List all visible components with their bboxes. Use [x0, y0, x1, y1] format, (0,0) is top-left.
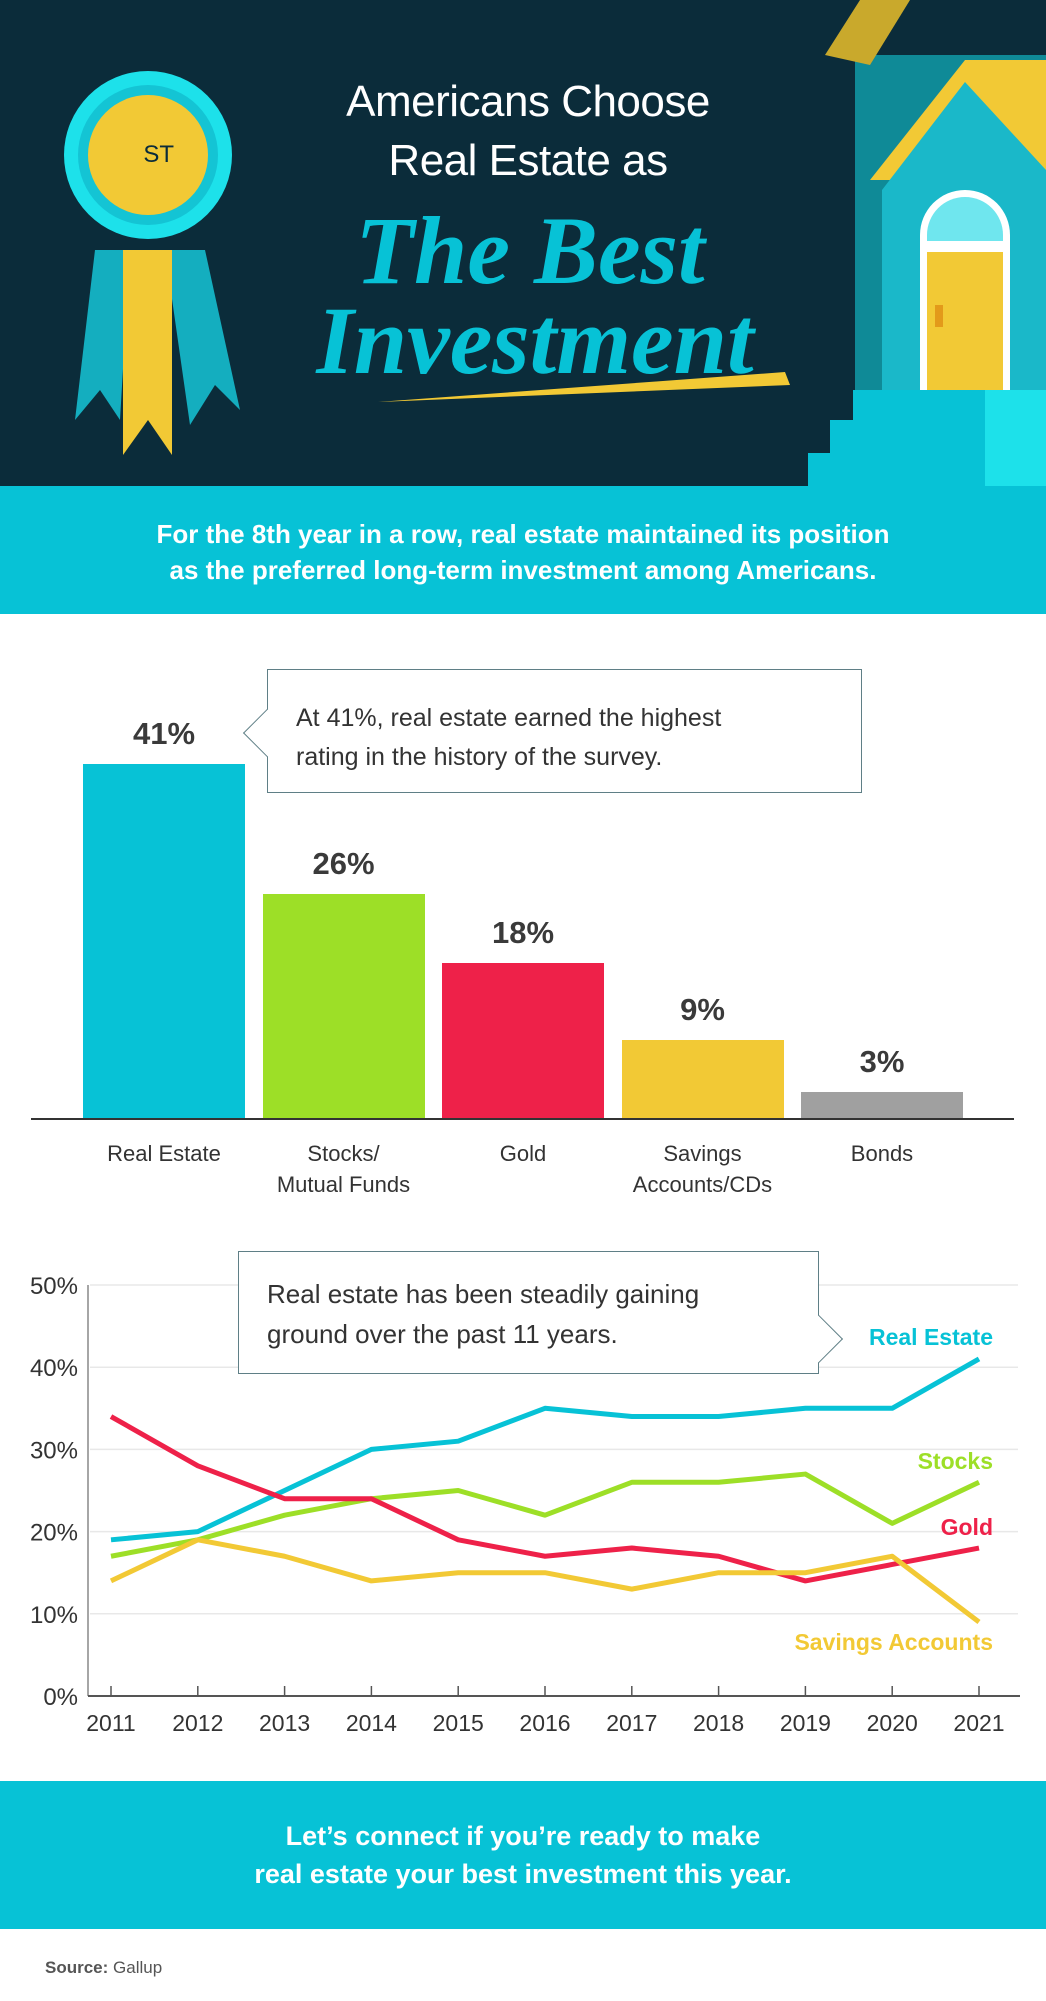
underline-swoosh — [378, 372, 790, 402]
line-chart-callout: Real estate has been steadily gaining gr… — [238, 1251, 844, 1374]
bar-category-line: Accounts/CDs — [632, 1172, 773, 1197]
bar — [83, 764, 245, 1118]
x-tick-label: 2019 — [780, 1710, 831, 1736]
y-tick-label: 50% — [30, 1273, 78, 1300]
bar-category-label: Savings Accounts/CDs — [617, 1138, 789, 1200]
x-tick-label: 2012 — [172, 1710, 223, 1736]
cta-line-1: Let’s connect if you’re ready to make — [285, 1821, 761, 1851]
line-callout-line-2: ground over the past 11 years. — [267, 1319, 618, 1349]
bar-category-line: Savings — [663, 1141, 742, 1166]
badge-text: 1ST — [110, 108, 175, 175]
header-banner: 1ST Americans Choose Real Estate as The … — [0, 0, 1046, 486]
y-tick-label: 30% — [30, 1437, 78, 1464]
line-callout-line-1: Real estate has been steadily gaining — [267, 1279, 700, 1309]
title-line-2: Real Estate as — [388, 136, 668, 185]
bar-chart-callout: At 41%, real estate earned the highest r… — [242, 669, 862, 793]
title-script-line-1: The Best — [355, 197, 705, 304]
x-tick-label: 2011 — [86, 1710, 135, 1736]
x-tick-label: 2015 — [433, 1710, 484, 1736]
subtitle-band: For the 8th year in a row, real estate m… — [0, 486, 1046, 614]
bar-category-line: Gold — [499, 1141, 547, 1166]
series-line-gold — [109, 1414, 980, 1584]
y-tick-label: 10% — [30, 1602, 78, 1629]
series-line-savings-accounts — [109, 1537, 981, 1625]
bar-callout-line-2: rating in the history of the survey. — [296, 743, 663, 771]
series-label: Stocks — [918, 1448, 993, 1474]
source-label: Source: — [45, 1958, 109, 1977]
bar-category-line: Real Estate — [107, 1141, 221, 1166]
bar — [801, 1092, 963, 1118]
y-tick-label: 40% — [30, 1355, 78, 1382]
bar-category-label: Real Estate — [78, 1138, 250, 1169]
house-illustration-icon — [808, 0, 1046, 486]
first-place-ribbon-icon — [64, 71, 240, 455]
bar — [442, 962, 604, 1118]
bar-value-label: 9% — [680, 992, 725, 1028]
x-tick-label: 2016 — [519, 1710, 570, 1736]
source-value: Gallup — [113, 1958, 163, 1977]
x-tick-label: 2018 — [693, 1710, 744, 1736]
series-label: Savings Accounts — [794, 1629, 993, 1655]
subtitle-line-2: as the preferred long-term investment am… — [169, 555, 877, 585]
bar-value-label: 41% — [132, 716, 196, 751]
bar-category-label: Stocks/Mutual Funds — [258, 1138, 430, 1200]
bar-callout-line-1: At 41%, real estate earned the highest — [296, 704, 722, 732]
series-label: Real Estate — [869, 1324, 993, 1350]
bar-chart-baseline — [31, 1118, 1014, 1120]
call-to-action-band: Let’s connect if you’re ready to make re… — [0, 1781, 1046, 1929]
series-label: Gold — [941, 1514, 993, 1540]
y-tick-label: 0% — [43, 1684, 78, 1711]
bar-category-line: Bonds — [850, 1141, 914, 1166]
series-line-stocks — [110, 1471, 981, 1559]
bar-category-label: Gold — [437, 1138, 609, 1169]
bar-value-label: 18% — [491, 914, 555, 950]
bar-category-line: Mutual Funds — [276, 1172, 411, 1197]
bar-value-label: 3% — [859, 1044, 905, 1080]
bar-category-line: Stocks/ — [307, 1141, 380, 1166]
title-script-line-2: Investment — [316, 287, 754, 394]
title-line-1: Americans Choose — [346, 77, 710, 126]
subtitle-line-1: For the 8th year in a row, real estate m… — [156, 519, 890, 549]
x-tick-label: 2013 — [259, 1710, 310, 1736]
bar-category-label: Bonds — [796, 1138, 968, 1169]
cta-line-2: real estate your best investment this ye… — [254, 1859, 792, 1889]
x-tick-label: 2017 — [606, 1710, 657, 1736]
x-tick-label: 2014 — [346, 1710, 397, 1736]
bar — [262, 893, 425, 1118]
series-line-real-estate — [110, 1356, 981, 1543]
x-tick-label: 2020 — [867, 1710, 918, 1736]
x-tick-label: 2021 — [953, 1710, 1004, 1736]
bar-value-label: 26% — [312, 845, 375, 881]
bar — [621, 1040, 784, 1118]
y-tick-label: 20% — [30, 1520, 78, 1547]
source-note: Source: Gallup — [45, 1958, 162, 1978]
